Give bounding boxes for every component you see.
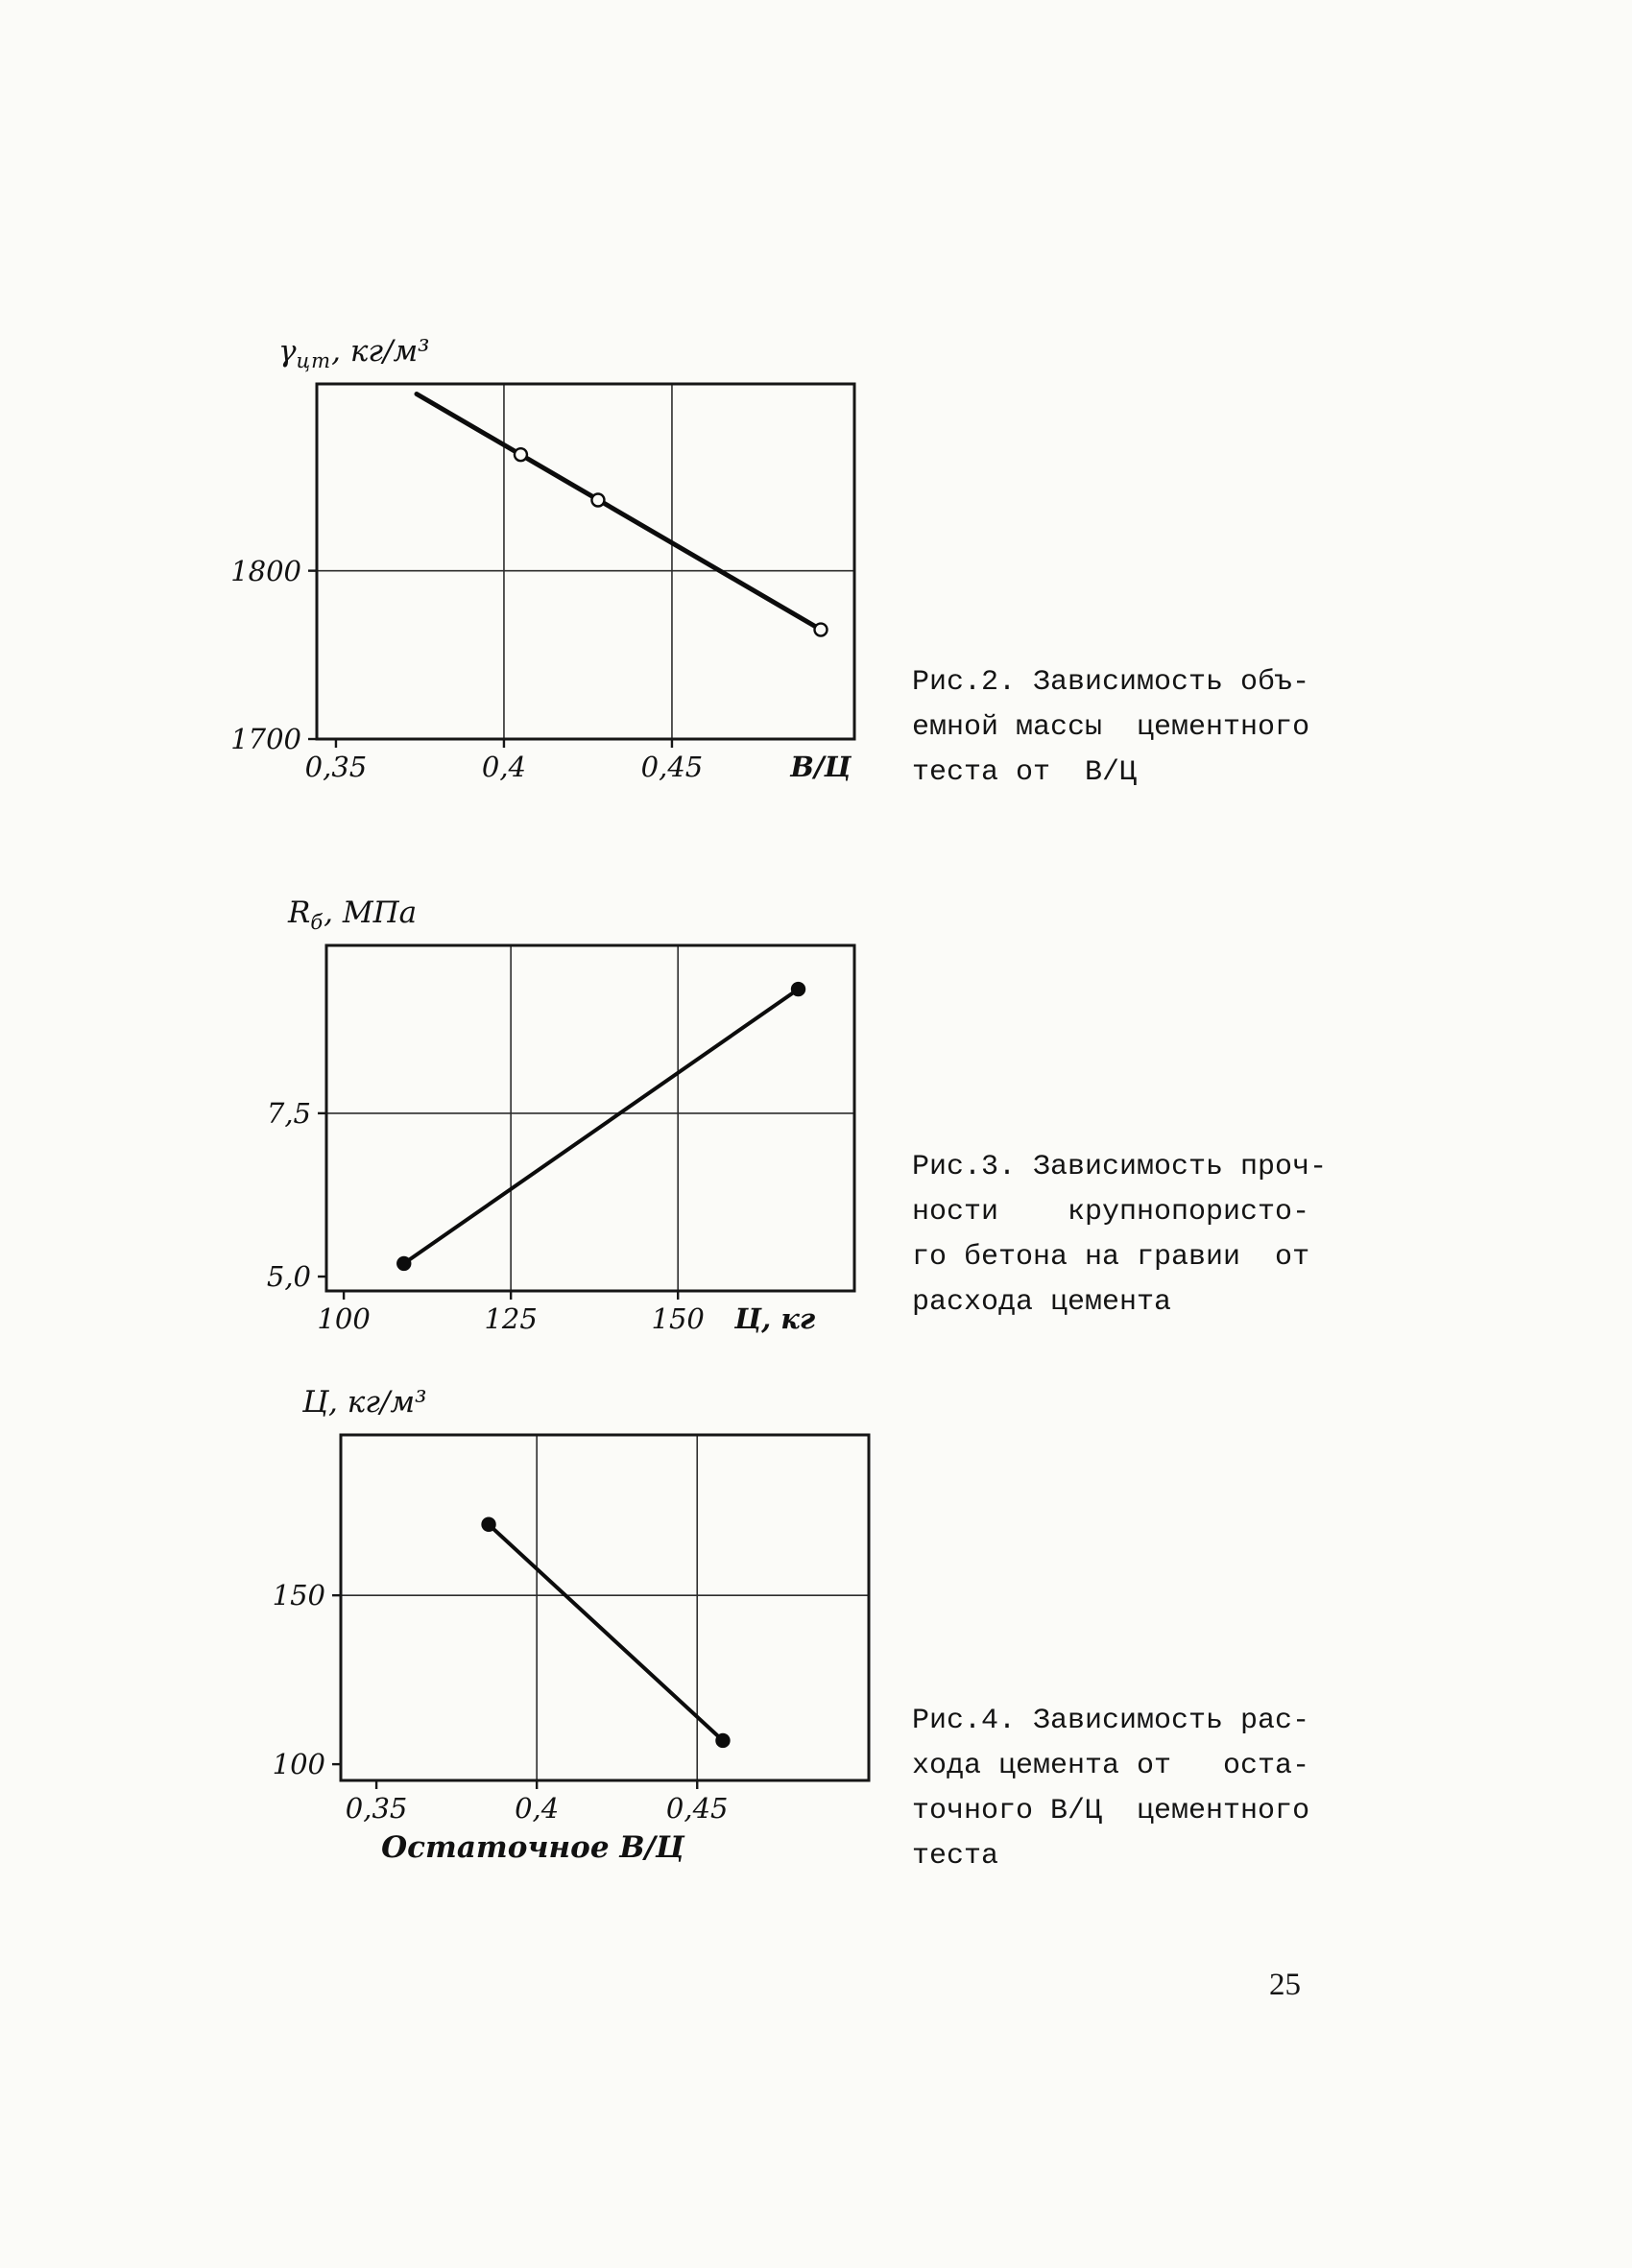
data-line (487, 1522, 725, 1743)
y-tick-label: 150 (272, 1579, 325, 1612)
caption-line: теста (912, 1840, 999, 1873)
y-tick-label: 100 (272, 1748, 325, 1781)
y-axis-symbol: R (288, 895, 311, 930)
figure-2-plot (308, 382, 856, 748)
y-axis-symbol: Ц (302, 1385, 329, 1420)
caption-line: Рис.4. Зависимость рас- (912, 1705, 1310, 1737)
x-tick-label: Ц, кг (734, 1302, 816, 1335)
caption-line: го бетона на гравии от (912, 1241, 1310, 1274)
y-axis-units: , кг/м³ (328, 1385, 427, 1420)
x-tick-label: 0,4 (481, 751, 526, 783)
data-point-marker (715, 1732, 731, 1749)
figure-4-plot (332, 1433, 871, 1789)
caption-line: Рис.3. Зависимость проч- (912, 1151, 1328, 1183)
caption-line: емной массы цементного (912, 711, 1310, 744)
x-tick-label: 0,35 (345, 1792, 408, 1825)
y-axis-units: , МПа (324, 895, 418, 930)
figure-3-plot (318, 943, 856, 1300)
figure-3-caption: Рис.3. Зависимость проч-ности крупнопори… (912, 1145, 1327, 1325)
caption-line: теста от В/Ц (912, 756, 1138, 789)
figure-3-chart: Rб, МПа 100 125 150 Ц, кг 7,5 5,0 (267, 895, 856, 1335)
x-tick-label: 0,35 (304, 751, 368, 783)
plot-border (324, 943, 856, 1293)
figure-4-chart: Ц, кг/м³ Остаточное В/Ц 0,35 0,4 0,45 150 10… (273, 1385, 871, 1865)
data-line (414, 392, 824, 633)
caption-line: хода цемента от оста- (912, 1750, 1310, 1782)
data-point-marker (590, 492, 606, 508)
x-tick-label: 0,4 (515, 1792, 560, 1825)
y-axis-units: , кг/м³ (331, 334, 430, 369)
x-tick-label: 0,45 (640, 751, 704, 783)
y-axis-subscript: цт (296, 349, 332, 372)
x-tick-label: 125 (484, 1302, 538, 1335)
y-axis-symbol: γ (278, 334, 297, 369)
figure-4-y-axis-title: Ц, кг/м³ (302, 1385, 427, 1423)
y-tick-label: 1800 (230, 554, 301, 587)
data-point-marker (513, 446, 529, 463)
x-tick-label: 100 (317, 1302, 371, 1335)
figure-3-y-axis-title: Rб, МПа (288, 895, 417, 934)
page-number: 25 (1269, 1968, 1301, 2002)
data-point-marker (481, 1516, 496, 1532)
caption-line: расхода цемента (912, 1286, 1172, 1319)
x-tick-label: В/Ц (790, 751, 852, 783)
figure-4-caption: Рис.4. Зависимость рас-хода цемента от о… (912, 1699, 1309, 1879)
data-point-marker (790, 981, 806, 997)
plot-border (339, 1433, 871, 1782)
y-tick-label: 5,0 (266, 1260, 311, 1294)
figure-4-x-axis-title: Остаточное В/Ц (381, 1830, 684, 1865)
x-tick-label: 150 (651, 1302, 705, 1335)
data-point-marker (396, 1255, 412, 1272)
caption-line: точного В/Ц цементного (912, 1795, 1310, 1827)
figure-2-y-axis-title: γцт, кг/м³ (278, 334, 430, 372)
plot-border (315, 382, 856, 741)
y-tick-label: 1700 (230, 723, 301, 755)
x-tick-label: 0,45 (665, 1792, 729, 1825)
y-tick-label: 7,5 (266, 1096, 311, 1130)
caption-line: ности крупнопористо- (912, 1196, 1310, 1229)
data-line (401, 987, 801, 1266)
figure-2-caption: Рис.2. Зависимость объ-емной массы цемен… (912, 660, 1309, 796)
data-point-marker (813, 622, 828, 637)
caption-line: Рис.2. Зависимость объ- (912, 666, 1310, 699)
y-axis-subscript: б (310, 911, 324, 934)
figure-2-chart: γцт, кг/м³ 0,35 0,4 0,45 В/Ц 1800 1700 (230, 334, 856, 783)
